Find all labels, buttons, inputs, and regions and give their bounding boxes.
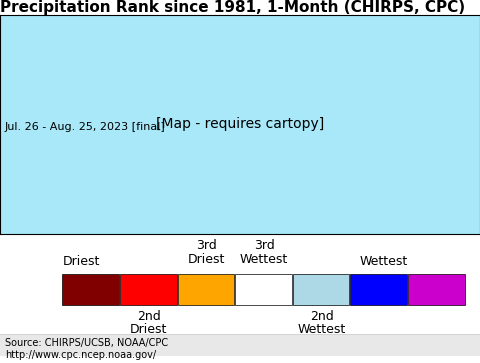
Text: Driest: Driest: [130, 323, 168, 336]
Text: Driest: Driest: [188, 253, 225, 265]
FancyBboxPatch shape: [178, 274, 234, 305]
Text: 3rd: 3rd: [253, 239, 275, 252]
FancyBboxPatch shape: [235, 274, 292, 305]
FancyBboxPatch shape: [350, 274, 407, 305]
Text: Driest: Driest: [62, 255, 100, 268]
Text: [Map - requires cartopy]: [Map - requires cartopy]: [156, 117, 324, 131]
Text: Wettest: Wettest: [360, 255, 408, 268]
FancyBboxPatch shape: [408, 274, 465, 305]
Text: Precipitation Rank since 1981, 1-Month (CHIRPS, CPC): Precipitation Rank since 1981, 1-Month (…: [0, 0, 465, 15]
Text: 2nd: 2nd: [310, 310, 334, 323]
FancyBboxPatch shape: [62, 274, 119, 305]
Text: 3rd: 3rd: [196, 239, 217, 252]
Text: 2nd: 2nd: [137, 310, 161, 323]
Text: Wettest: Wettest: [298, 323, 346, 336]
FancyBboxPatch shape: [0, 334, 480, 356]
Text: Source: CHIRPS/UCSB, NOAA/CPC
http://www.cpc.ncep.noaa.gov/: Source: CHIRPS/UCSB, NOAA/CPC http://www…: [5, 338, 168, 360]
Text: Wettest: Wettest: [240, 253, 288, 265]
FancyBboxPatch shape: [120, 274, 177, 305]
Text: Jul. 26 - Aug. 25, 2023 [final]: Jul. 26 - Aug. 25, 2023 [final]: [5, 122, 166, 132]
FancyBboxPatch shape: [293, 274, 349, 305]
